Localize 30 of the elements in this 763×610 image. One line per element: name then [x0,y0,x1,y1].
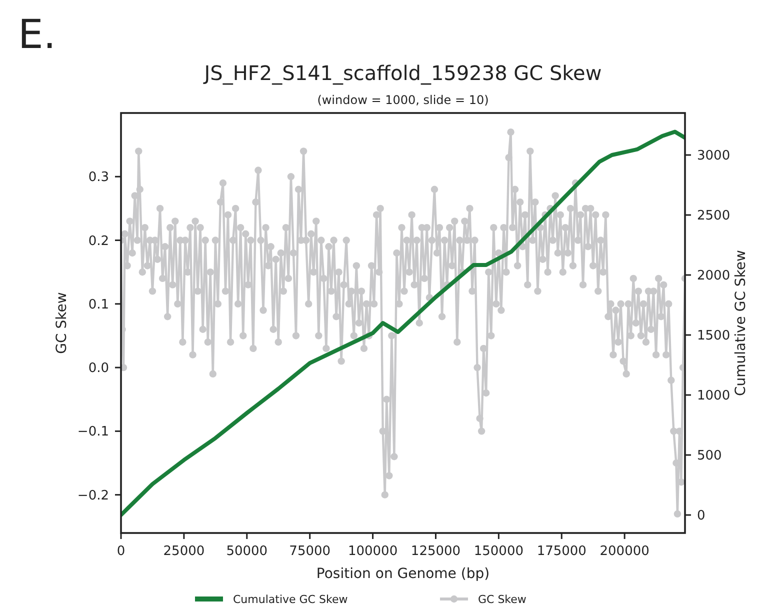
y-axis-title: GC Skew [54,292,70,354]
text: E. [18,12,56,58]
legend-label: Cumulative GC Skew [233,593,348,606]
y2-tick-label: 500 [697,448,722,464]
x-tick-label: 125000 [410,544,461,559]
y2-tick-label: 3000 [697,148,730,164]
y2-tick-label: 1000 [697,388,730,404]
y-tick-label: 0.2 [88,234,109,249]
x-tick-label: 25000 [163,544,205,559]
x-tick-label: 200000 [600,544,650,559]
chart-title: JS_HF2_S141_scaffold_159238 GC Skew [202,61,602,85]
y2-tick-label: 0 [697,508,706,524]
x-tick-label: 50000 [226,544,268,559]
y-tick-label: 0.1 [88,297,109,312]
legend-label: GC Skew [478,593,526,606]
x-axis-title: Position on Genome (bp) [316,566,490,582]
x-tick-label: 75000 [289,544,331,559]
x-tick-label: 0 [116,544,126,559]
x-tick-label: 150000 [474,544,524,559]
y2-tick-label: 2000 [697,268,730,284]
y-tick-label: 0.0 [88,361,109,376]
y2-axis-title: Cumulative GC Skew [733,250,749,396]
y-tick-label: −0.2 [77,488,109,504]
y-tick-label: −0.1 [77,424,109,440]
y2-tick-label: 1500 [697,328,730,344]
chart-subtitle: (window = 1000, slide = 10) [317,93,489,107]
y2-tick-label: 2500 [697,208,730,224]
x-tick-label: 175000 [536,544,586,559]
y-tick-label: 0.3 [88,170,109,186]
x-tick-label: 100000 [348,544,398,559]
